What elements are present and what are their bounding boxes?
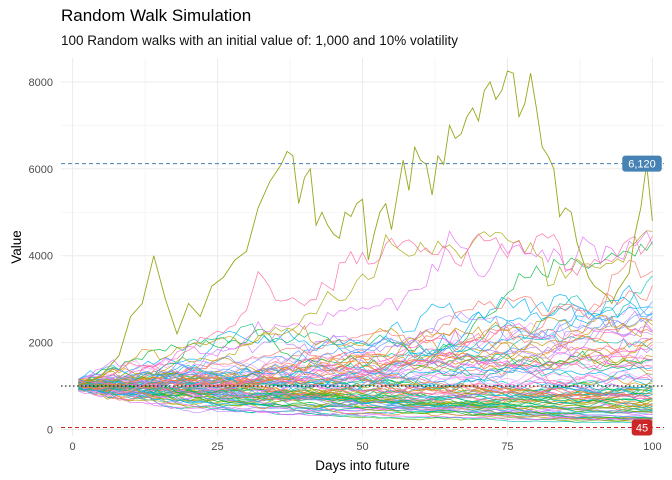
walk-line [78, 380, 653, 416]
min-final-value-line-label-box [631, 419, 653, 436]
y-tick-label: 8000 [29, 77, 53, 89]
walk-line [78, 230, 653, 391]
walk-line [78, 379, 653, 410]
chart-title: Random Walk Simulation [61, 6, 252, 25]
walk-line [78, 285, 653, 381]
grid-lines [61, 58, 664, 436]
walk-line [78, 381, 653, 402]
walk-line [78, 241, 653, 382]
x-axis-title: Days into future [315, 458, 410, 473]
walk-line [78, 360, 653, 397]
y-tick-label: 6000 [29, 164, 53, 176]
walk-line [78, 301, 653, 385]
walk-line [78, 379, 653, 405]
walk-line [78, 230, 653, 381]
x-tick-label: 75 [501, 441, 513, 453]
walk-line-highlighted [78, 70, 653, 387]
walk-line [78, 358, 653, 407]
walk-line [78, 233, 653, 382]
walk-line [78, 374, 653, 419]
walk-line [78, 387, 653, 416]
y-tick-label: 0 [47, 424, 53, 436]
walk-line [78, 390, 653, 421]
x-tick-label: 0 [70, 441, 76, 453]
chart-subtitle: 100 Random walks with an initial value o… [61, 33, 458, 48]
walk-line [78, 381, 653, 404]
walk-line [78, 323, 653, 391]
walk-line [78, 314, 653, 381]
walk-line [78, 382, 653, 419]
max-final-value-line-label-box [622, 155, 662, 172]
x-tick-label: 100 [643, 441, 661, 453]
y-axis-title: Value [9, 230, 24, 264]
y-tick-label: 4000 [29, 251, 53, 263]
walk-line [78, 351, 653, 394]
walk-line [78, 285, 653, 391]
walk-line [78, 349, 653, 391]
y-tick-label: 2000 [29, 338, 53, 350]
walk-line [78, 387, 653, 410]
walk-line [78, 360, 653, 397]
x-tick-label: 25 [211, 441, 223, 453]
min-final-value-line-label: 45 [631, 419, 653, 436]
walk-line [78, 378, 653, 405]
random-walk-series [78, 70, 653, 423]
max-final-value-line-label: 6,120 [622, 155, 662, 172]
max-final-value-line-label-text: 6,120 [628, 159, 656, 171]
min-final-value-line-label-text: 45 [636, 423, 648, 435]
x-tick-label: 50 [356, 441, 368, 453]
walk-line [78, 380, 653, 419]
walk-line [78, 324, 653, 391]
